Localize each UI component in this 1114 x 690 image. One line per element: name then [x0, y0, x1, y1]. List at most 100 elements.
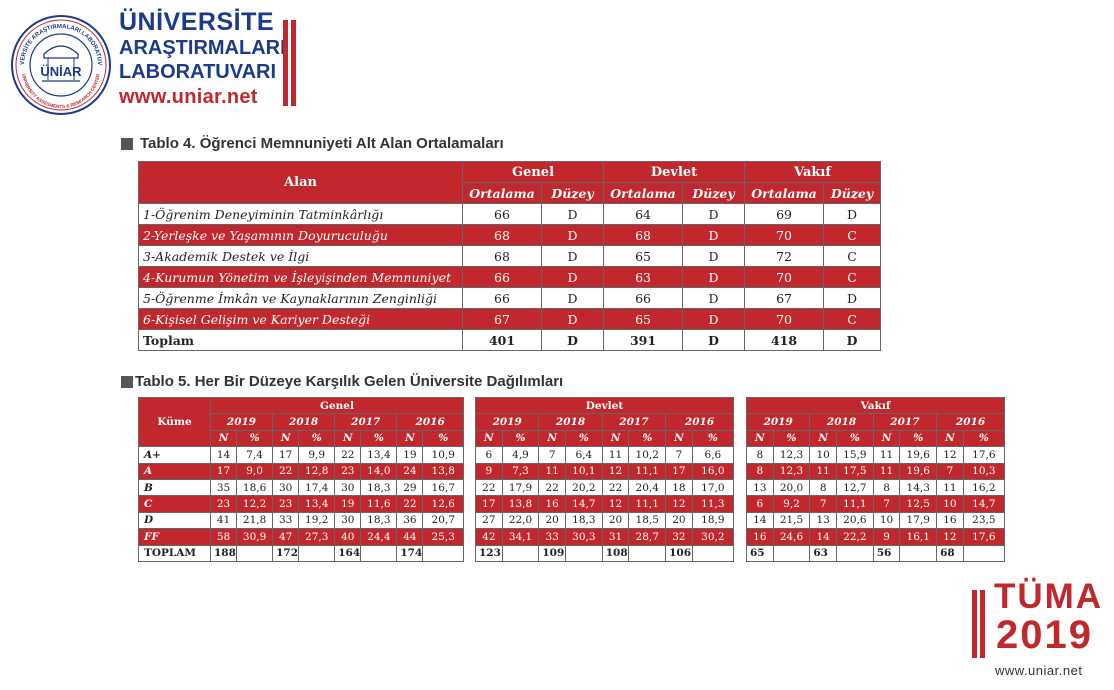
cell-value: 18,3 — [360, 478, 398, 497]
kume-label: D — [138, 511, 211, 530]
cell-value: 17,5 — [836, 462, 874, 480]
cell-value: 11 — [872, 446, 901, 464]
seal-center-text: ÜNİAR — [40, 64, 82, 79]
sub-pct: % — [772, 429, 811, 448]
cell-value: D — [682, 266, 746, 288]
table-row: A 17 9,0 22 12,8 23 14,0 24 13,8 — [138, 462, 464, 480]
cell-value: 7,4 — [236, 446, 274, 464]
table-row: 5-Öğrenme İmkân ve Kaynaklarının Zenginl… — [138, 287, 882, 309]
table-row: 8 12,3 10 15,9 11 19,6 12 17,6 — [746, 446, 1006, 464]
cell-value: 65 — [603, 245, 684, 267]
cell-value: 22 — [334, 446, 362, 464]
cell-value: 11 — [601, 446, 630, 464]
kume-label: B — [138, 478, 211, 497]
cell-value: 16,1 — [899, 528, 938, 546]
table-row: 9 7,3 11 10,1 12 11,1 17 16,0 — [475, 462, 735, 480]
cell-value: 7 — [872, 495, 901, 513]
table-row: 14 21,5 13 20,6 10 17,9 16 23,5 — [746, 511, 1006, 530]
sub-n: N — [209, 429, 238, 448]
cell-value: 12,6 — [422, 495, 464, 513]
cell-value: 20,7 — [422, 511, 464, 530]
year-header: 2019 — [209, 413, 274, 431]
cell-value: 70 — [744, 266, 825, 288]
header-row: Küme Genel — [138, 396, 465, 448]
cell-value: 20,2 — [565, 478, 603, 497]
table-row: 16 24,6 14 22,2 9 16,1 12 17,6 — [746, 528, 1006, 546]
total-value: 106 — [665, 544, 693, 562]
table-row: 27 22,0 20 18,3 20 18,5 20 18,9 — [475, 511, 735, 530]
cell-value: D — [540, 203, 605, 225]
cell-value: 19,6 — [899, 462, 938, 480]
cell-value: 33 — [272, 511, 300, 530]
cell-value: 20,4 — [628, 478, 667, 497]
cell-value: 14 — [209, 446, 238, 464]
cell-value: 40 — [334, 528, 362, 546]
row-name: 2-Yerleşke ve Yaşamının Doyuruculuğu — [138, 224, 463, 246]
sub-pct: % — [962, 429, 1006, 448]
row-name: 5-Öğrenme İmkân ve Kaynaklarının Zenginl… — [138, 287, 463, 309]
total-value: 172 — [272, 544, 300, 562]
cell-value: 17 — [665, 462, 693, 480]
cell-value: 35 — [209, 478, 238, 497]
sub-pct: % — [691, 429, 735, 448]
cell-value: 66 — [462, 287, 542, 309]
cell-value: 6 — [746, 495, 774, 513]
cell-value: 24 — [396, 462, 424, 480]
col-alan-header: Alan — [138, 161, 463, 204]
total-value — [298, 544, 336, 562]
year-header: 2017 — [334, 413, 398, 431]
cell-value: 17 — [475, 495, 503, 513]
bullet-square-icon — [121, 375, 133, 388]
cell-value: 11,1 — [628, 495, 667, 513]
kume-label: A — [138, 462, 211, 480]
cell-value: 8 — [872, 478, 901, 497]
total-value — [360, 544, 398, 562]
table-row: 1-Öğrenim Deneyiminin Tatminkârlığı 66 D 64… — [138, 203, 882, 225]
table-row: 6 4,9 7 6,4 11 10,2 7 6,6 — [475, 446, 735, 464]
cell-value: 65 — [603, 308, 684, 330]
total-value: 418 — [744, 329, 825, 351]
total-label: TOPLAM — [138, 544, 211, 562]
cell-value: 9,2 — [772, 495, 811, 513]
table-row: 6-Kişisel Gelişim ve Kariyer Desteği 67 D 6… — [138, 308, 882, 330]
sub-n: N — [809, 429, 838, 448]
cell-value: 20 — [665, 511, 693, 530]
cell-value: 69 — [744, 203, 825, 225]
cell-value: 20,6 — [836, 511, 874, 530]
total-value — [565, 544, 603, 562]
cell-value: 6 — [475, 446, 503, 464]
sub-n: N — [538, 429, 567, 448]
cell-value: 16,0 — [691, 462, 735, 480]
total-value — [236, 544, 274, 562]
cell-value: 22 — [601, 478, 630, 497]
table5-title: Tablo 5. Her Bir Düzeye Karşılık Gelen Ü… — [121, 373, 563, 390]
cell-value: 8 — [809, 478, 838, 497]
cell-value: 66 — [462, 266, 542, 288]
cell-value: 11 — [809, 462, 838, 480]
header-row: Devlet — [475, 396, 734, 415]
cell-value: 23 — [209, 495, 238, 513]
cell-value: 16,2 — [962, 478, 1006, 497]
cell-value: 22,2 — [836, 528, 874, 546]
cell-value: 17 — [272, 446, 300, 464]
group-header: Vakıf — [746, 396, 1005, 415]
cell-value: 12,8 — [298, 462, 336, 480]
total-row: Toplam 401 D 391 D 418 D — [138, 329, 882, 351]
cell-value: 12,3 — [772, 462, 811, 480]
cell-value: D — [823, 287, 882, 309]
cell-value: 14,7 — [962, 495, 1006, 513]
cell-value: 20 — [601, 511, 630, 530]
total-value: 63 — [809, 544, 838, 562]
sub-ortalama: Ortalama — [462, 182, 542, 204]
cell-value: 19 — [334, 495, 362, 513]
group-header: Genel — [209, 396, 465, 415]
cell-value: 30,3 — [565, 528, 603, 546]
cell-value: 30 — [334, 511, 362, 530]
cell-value: 13,4 — [360, 446, 398, 464]
total-value — [899, 544, 938, 562]
cell-value: 27,3 — [298, 528, 336, 546]
cell-value: 15,9 — [836, 446, 874, 464]
total-value: 174 — [396, 544, 424, 562]
table-row: 8 12,3 11 17,5 11 19,6 7 10,3 — [746, 462, 1006, 480]
cell-value: 64 — [603, 203, 684, 225]
